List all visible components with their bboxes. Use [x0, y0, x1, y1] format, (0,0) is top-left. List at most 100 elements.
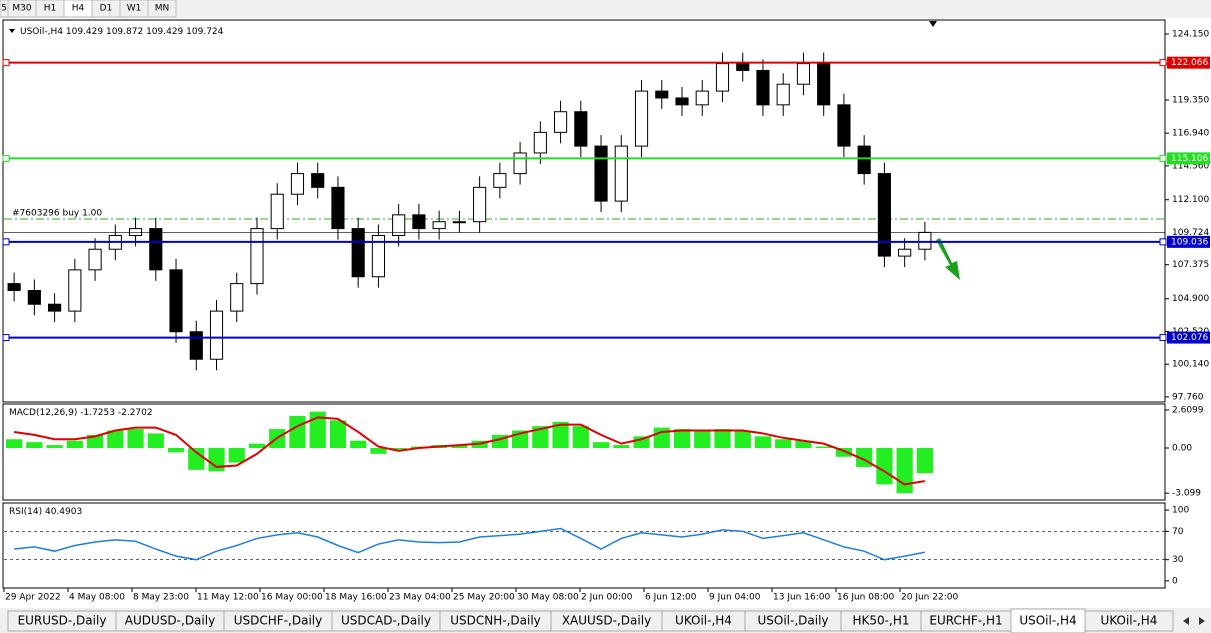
macd-bar [896, 447, 913, 494]
macd-bar [107, 430, 124, 448]
macd-bar [46, 445, 63, 448]
tab-label[interactable]: UKOil-,H4 [675, 614, 732, 628]
tab-label[interactable]: AUDUSD-,Daily [125, 614, 215, 628]
macd-signal [13, 416, 926, 486]
candle-body [230, 283, 244, 312]
candle-body [88, 248, 102, 271]
symbol: USOil-,H4 [20, 27, 63, 37]
tab-label[interactable]: EURUSD-,Daily [18, 614, 107, 628]
timeframe-label[interactable]: H1 [44, 4, 57, 14]
candle-body [169, 269, 183, 333]
candle-body [473, 186, 487, 223]
level-handle[interactable] [1159, 59, 1167, 67]
candle-body [736, 63, 750, 71]
arrow [936, 238, 960, 280]
level-box [1167, 56, 1210, 69]
y-tick-label: 107.375 [1172, 260, 1209, 270]
y-tick-label: 97.760 [1172, 392, 1204, 402]
timeframe-label[interactable]: 5 [1, 4, 7, 14]
candle-body [290, 173, 305, 195]
y-tick-label: 116.940 [1172, 129, 1209, 139]
macd-bar [572, 426, 589, 448]
tab-background[interactable] [1084, 610, 1174, 632]
chart-title: USOil-,H4 109.429 109.872 109.429 109.72… [20, 27, 224, 37]
candle-body [857, 145, 871, 175]
macd-bar [228, 447, 245, 463]
macd-bar [694, 430, 711, 448]
timeframe-label[interactable]: W1 [127, 4, 142, 14]
level-handle[interactable] [2, 238, 10, 246]
macd-bar [552, 421, 569, 448]
macd-panel [2, 403, 1166, 501]
x-tick-label: 2 Jun 00:00 [581, 593, 633, 603]
collapse-icon [9, 29, 15, 33]
candle-body [68, 269, 82, 312]
x-tick-label: 8 May 23:00 [133, 593, 189, 603]
value: 40.4903 [45, 507, 82, 517]
macd-bar [208, 447, 225, 472]
timeframe-label[interactable]: M30 [12, 4, 31, 14]
y-tick-label: 119.350 [1172, 96, 1209, 106]
candle-body [311, 173, 325, 188]
tab-label[interactable]: USOil-,Daily [757, 614, 828, 628]
tab-label[interactable]: USDCNH-,Daily [450, 614, 541, 628]
level-handle[interactable] [1159, 238, 1167, 246]
timeframe-button[interactable] [147, 0, 177, 18]
level-handle[interactable] [1159, 334, 1167, 342]
macd-bar [370, 447, 387, 454]
y-tick-label: 124.150 [1172, 30, 1209, 40]
candle-body [594, 145, 608, 202]
timeframe-label[interactable]: D1 [100, 4, 113, 14]
tab-label[interactable]: XAUUSD-,Daily [562, 614, 651, 628]
y-tick-label: 112.100 [1172, 195, 1209, 205]
macd-bar [876, 447, 893, 485]
x-tick-label: 11 May 12:00 [197, 593, 259, 603]
level-handle[interactable] [2, 154, 10, 162]
macd-bar [592, 442, 610, 448]
tab-label[interactable]: EURCHF-,H1 [929, 614, 1002, 628]
y-tick-label: 0 [1172, 576, 1178, 586]
macd-bar [795, 440, 812, 448]
candle-body [209, 310, 224, 360]
tab-label[interactable]: USDCHF-,Daily [234, 614, 322, 628]
macd-bar [815, 446, 832, 448]
level-handle[interactable] [2, 59, 10, 67]
x-tick-label: 4 May 08:00 [69, 593, 125, 603]
level-handle[interactable] [2, 334, 10, 342]
tab-background[interactable] [1010, 608, 1086, 633]
low: 109.429 [146, 27, 183, 37]
label: RSI(14) [9, 507, 42, 517]
macd-bar [127, 429, 144, 448]
tab-label[interactable]: HK50-,H1 [853, 614, 910, 628]
level-handle[interactable] [1159, 154, 1167, 162]
current-price-box [1166, 226, 1211, 239]
timeframe-label[interactable]: MN [155, 4, 170, 14]
tab-label[interactable]: USOil-,H4 [1019, 614, 1076, 628]
candle-body [27, 289, 41, 305]
candle-body [533, 131, 547, 154]
level-label: 102.076 [1171, 333, 1208, 343]
main-panel [2, 19, 1166, 403]
candle-body [675, 97, 689, 106]
tab-label[interactable]: UKOil-,H4 [1101, 614, 1158, 628]
tab-label[interactable]: USDCAD-,Daily [341, 614, 431, 628]
value: -1.7253 [80, 408, 115, 418]
candle-body [452, 221, 466, 224]
macd-bar [390, 447, 407, 450]
macd-bar [86, 434, 104, 448]
shift-marker [929, 21, 937, 27]
tab-scroll-right[interactable] [1199, 617, 1205, 625]
rsi-panel [2, 502, 1166, 589]
macd-bar [66, 440, 83, 448]
y-tick-label: 100 [1172, 506, 1189, 516]
timeframe-label[interactable]: H4 [72, 4, 85, 14]
candle-body [756, 69, 770, 106]
tab-scroll-left[interactable] [1183, 617, 1189, 625]
close: 109.724 [186, 27, 223, 37]
level-box [1167, 235, 1210, 248]
macd-bar [309, 411, 326, 448]
open: 109.429 [66, 27, 103, 37]
x-tick-label: 30 May 08:00 [517, 593, 579, 603]
candle-body [432, 221, 446, 230]
